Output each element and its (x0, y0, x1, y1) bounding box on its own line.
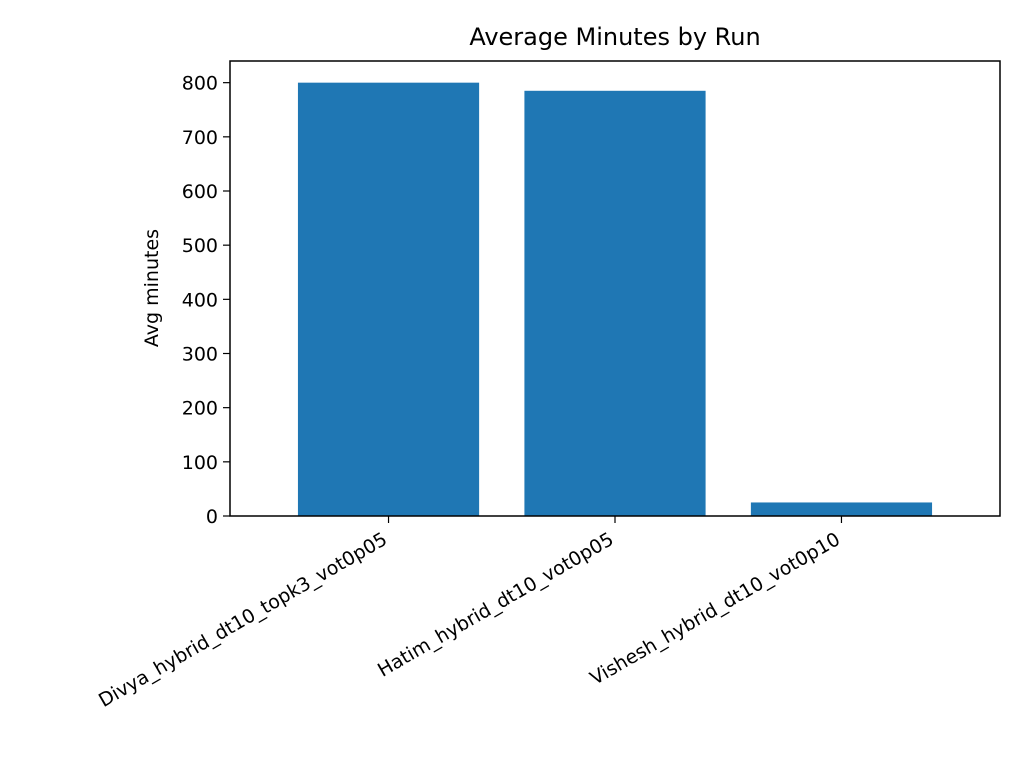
y-tick-label: 600 (182, 181, 218, 203)
x-axis-ticks: Divya_hybrid_dt10_topk3_vot0p05Hatim_hyb… (95, 516, 844, 712)
y-tick-label: 300 (182, 344, 218, 366)
x-tick-label: Divya_hybrid_dt10_topk3_vot0p05 (95, 528, 391, 712)
y-tick-label: 400 (182, 289, 218, 311)
y-tick-label: 100 (182, 452, 218, 474)
plot-frame (229, 60, 1001, 517)
y-tick-label: 800 (182, 73, 218, 95)
y-axis-label: Avg minutes (141, 229, 163, 347)
y-tick-label: 500 (182, 235, 218, 257)
y-tick-label: 700 (182, 127, 218, 149)
chart-title: Average Minutes by Run (469, 23, 760, 51)
y-tick-label: 200 (182, 398, 218, 420)
y-tick-label: 0 (206, 506, 218, 528)
bar-1 (297, 82, 480, 517)
x-tick-label: Vishesh_hybrid_dt10_vot0p10 (586, 528, 844, 689)
bars-layer (297, 82, 933, 517)
bar-2 (524, 90, 706, 517)
x-tick-label: Hatim_hybrid_dt10_vot0p05 (374, 528, 618, 681)
y-axis-ticks: 0 100 200 300 400 500 600 700 800 (182, 73, 230, 528)
bar-3 (750, 502, 933, 516)
